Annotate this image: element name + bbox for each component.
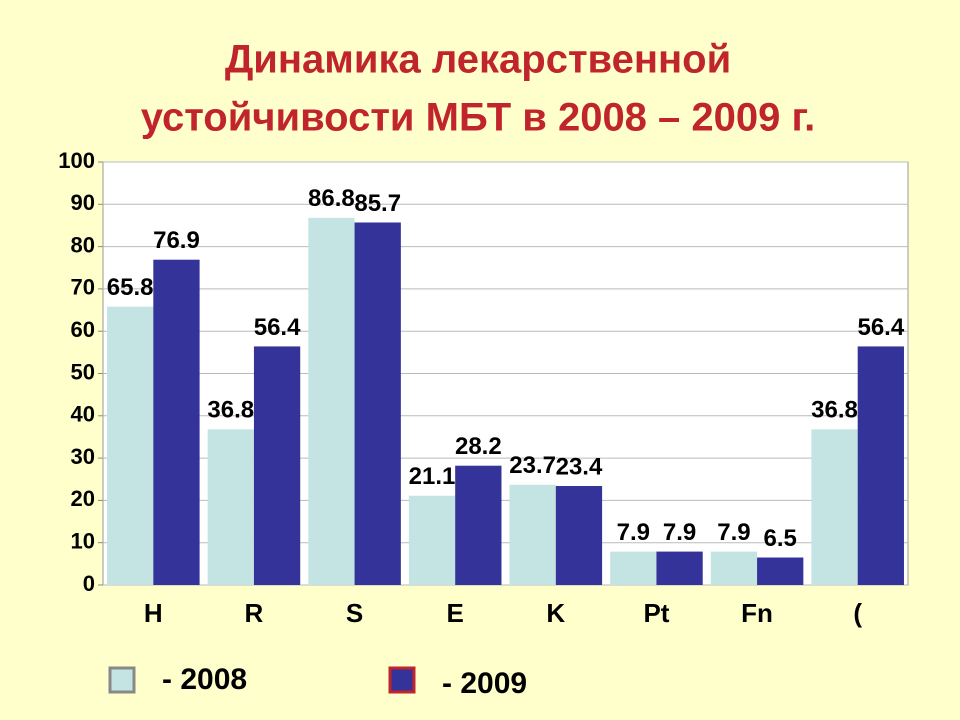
bar <box>408 495 456 585</box>
bar <box>811 429 858 585</box>
bar <box>107 306 154 585</box>
bar <box>153 259 200 585</box>
value-label: 7.9 <box>663 519 696 546</box>
y-tick-label: 70 <box>71 275 95 300</box>
x-tick-label: E <box>447 598 464 628</box>
bar <box>308 217 355 585</box>
value-label: 23.7 <box>509 452 556 479</box>
x-tick-label: K <box>546 598 565 628</box>
value-label: 28.2 <box>455 433 502 460</box>
y-tick-label: 100 <box>58 148 95 173</box>
value-label: 56.4 <box>857 314 904 341</box>
value-label: 23.4 <box>556 453 603 480</box>
bar <box>710 551 758 585</box>
value-label: 36.8 <box>207 397 254 424</box>
x-tick-label: Pt <box>643 598 669 628</box>
value-label: 56.4 <box>254 314 301 341</box>
y-tick-label: 40 <box>71 402 95 427</box>
legend-label: - 2009 <box>442 667 527 700</box>
x-tick-label: R <box>245 598 264 628</box>
y-tick-label: 60 <box>71 317 95 342</box>
y-tick-label: 20 <box>71 486 95 511</box>
value-label: 36.8 <box>811 397 858 424</box>
x-tick-label: ( <box>853 598 862 628</box>
bar <box>207 429 254 585</box>
value-label: 76.9 <box>153 227 200 254</box>
y-tick-label: 30 <box>71 444 95 469</box>
value-label: 21.1 <box>409 463 456 490</box>
value-label: 85.7 <box>354 190 401 217</box>
value-label: 86.8 <box>308 185 355 212</box>
bar <box>757 557 804 585</box>
bar <box>555 486 603 585</box>
value-label: 6.5 <box>764 525 797 552</box>
chart-title: устойчивости МБТ в 2008 – 2009 г. <box>141 96 816 140</box>
x-tick-label: Fn <box>741 598 773 628</box>
bar <box>656 551 703 585</box>
bar <box>857 346 904 585</box>
x-tick-label: H <box>144 598 163 628</box>
y-tick-label: 50 <box>71 359 95 384</box>
value-label: 7.9 <box>717 519 750 546</box>
bar <box>354 222 401 585</box>
y-tick-label: 80 <box>71 232 95 257</box>
chart-title: Динамика лекарственной <box>225 38 731 82</box>
y-tick-label: 90 <box>71 190 95 215</box>
bar <box>509 484 556 585</box>
y-tick-label: 0 <box>83 571 95 596</box>
bar <box>455 465 502 585</box>
legend-swatch <box>108 666 136 694</box>
bar <box>610 551 657 585</box>
legend-label: - 2008 <box>162 663 247 696</box>
value-label: 7.9 <box>617 519 650 546</box>
bar <box>253 346 301 585</box>
x-tick-label: S <box>346 598 363 628</box>
y-tick-label: 10 <box>71 529 95 554</box>
legend-swatch <box>388 666 416 694</box>
value-label: 65.8 <box>107 274 154 301</box>
